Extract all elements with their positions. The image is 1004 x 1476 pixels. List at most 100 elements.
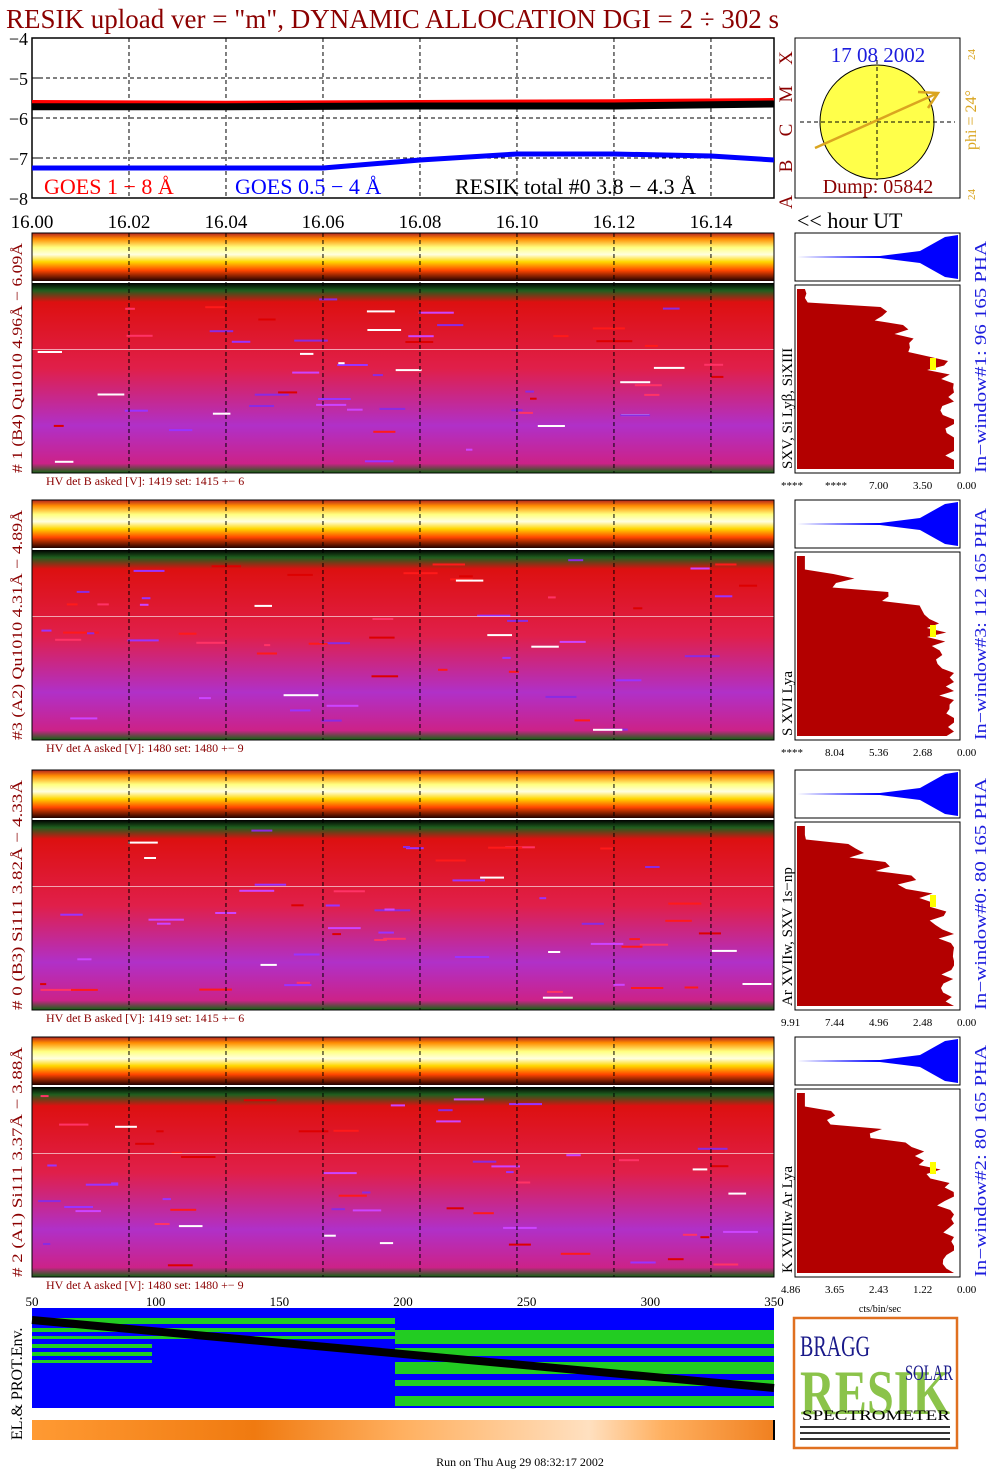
spectrum-pixel-streak <box>199 697 211 700</box>
spectrum-pixel-streak <box>328 927 361 930</box>
in-window-label: In−window#1: 96 165 PHA <box>971 240 990 473</box>
hist-tick-label: 4.86 <box>781 1284 801 1296</box>
spectrum-pixel-streak <box>542 996 573 999</box>
spectrum-pixel-streak <box>700 1236 710 1239</box>
spectrum-pixel-streak <box>251 829 273 832</box>
spectrum-pixel-streak <box>369 636 395 639</box>
sun-direction-arrow <box>814 91 939 150</box>
spectrum-pixel-streak <box>491 1165 520 1168</box>
spectrum-pixel-streak <box>60 913 83 916</box>
spectrum-pixel-streak <box>43 1243 51 1245</box>
spectrum-pixel-streak <box>168 429 193 432</box>
spectrum-pixel-streak <box>171 1151 182 1154</box>
spectrum-pixel-streak <box>64 1206 93 1208</box>
window-marker <box>930 625 936 637</box>
hist-tick-label: 3.50 <box>913 480 933 492</box>
environment-panel: 50 100 150 200 250 300 350 EL.& PROT.Env. <box>9 1294 784 1440</box>
goes-panel: −4 −5 −6 −7 −8 X M C B A GOES 1 − 8 Å GOES 0.5 −… <box>9 29 797 209</box>
spectrum-pixel-streak <box>77 958 92 961</box>
spectrum-pixel-streak <box>111 1182 119 1185</box>
spectrum-pixel-streak <box>316 403 347 406</box>
hist-tick-label: 0.00 <box>957 1017 977 1029</box>
spectrum-pixel-streak <box>508 1243 531 1246</box>
logo-fine-print-3 <box>800 1438 950 1440</box>
spectrum-pixel-streak <box>126 334 153 337</box>
env-tick-label: 150 <box>270 1294 290 1309</box>
spectrum-pixel-streak <box>592 327 625 330</box>
env-band <box>32 1318 395 1324</box>
spectrum-pixel-streak <box>621 945 643 948</box>
intensity-histogram <box>797 1093 954 1273</box>
legend-goes-short: GOES 0.5 − 4 Å <box>235 174 381 199</box>
spectrum-pixel-streak <box>37 351 62 353</box>
spectrum-pixel-streak <box>212 412 231 415</box>
detector-label: #3 (A2) Qu1010 4.31Å − 4.89Å <box>10 510 26 740</box>
hv-status: HV det B asked [V]: 1419 set: 1415 +− 6 <box>46 474 244 488</box>
time-tick-label: 16.12 <box>593 212 636 233</box>
spectrum-pixel-streak <box>55 638 82 641</box>
spectrum-pixel-streak <box>507 619 528 622</box>
spectrum-pixel-streak <box>630 1261 656 1264</box>
spectrum-pixel-streak <box>477 614 511 617</box>
sun-date: 17 08 2002 <box>831 43 926 67</box>
spectrum-pixel-streak <box>264 644 271 647</box>
window-marker <box>930 358 936 370</box>
env-ticks: 50 100 150 200 250 300 350 <box>26 1294 784 1309</box>
hv-status: HV det B asked [V]: 1419 set: 1415 +− 6 <box>46 1011 244 1025</box>
spectrum-pixel-streak <box>231 340 251 343</box>
spectrum-pixel-streak <box>629 938 640 941</box>
spectrum-pixel-streak <box>293 953 320 956</box>
goes-y-ticks: −4 −5 −6 −7 −8 <box>9 29 40 209</box>
goes-class-letter: A <box>776 195 797 209</box>
spectrum-pixel-streak <box>338 362 345 365</box>
spectrum-pixel-streak <box>665 919 692 922</box>
hist-tick-label: 7.44 <box>825 1017 845 1029</box>
spectrum-pixel-streak <box>162 1198 171 1201</box>
arrow-head <box>917 90 941 109</box>
spectrum-pixel-streak <box>41 629 52 632</box>
time-tick-label: 16.08 <box>399 212 442 233</box>
spectrum-pixel-streak <box>378 931 394 934</box>
goes-y-tick-label: −7 <box>9 149 28 169</box>
spectrum-pixel-streak <box>181 1156 216 1158</box>
spectrum-pixel-streak <box>714 595 733 598</box>
spectrum-pixel-streak <box>487 634 512 637</box>
spectrum-pixel-streak <box>739 584 758 587</box>
spectrum-pixel-streak <box>144 857 156 859</box>
spectrum-pixel-streak <box>296 981 310 984</box>
spectrum-pixel-streak <box>292 371 320 374</box>
spectrum-pixel-streak <box>125 307 135 310</box>
spectrum-pixel-streak <box>199 988 232 991</box>
logo-fine-print-2 <box>800 1432 950 1434</box>
spectrum-pixel-streak <box>645 866 660 868</box>
spectrum-pixel-streak <box>283 694 319 697</box>
spectrum-top-band <box>32 770 774 818</box>
spectrum-pixel-streak <box>124 409 148 412</box>
detector-label: # 0 (B3) Si111 3.82Å − 4.33Å <box>10 780 26 1010</box>
hist-tick-label: 0.00 <box>957 747 977 759</box>
env-band <box>395 1380 774 1386</box>
spectrum-pixel-streak <box>54 460 74 463</box>
spectrum-pixel-streak <box>40 983 47 986</box>
spectrum-pixel-streak <box>615 679 642 682</box>
spectrum-pixel-streak <box>319 298 338 301</box>
hist-tick-label: 2.48 <box>913 1017 933 1029</box>
window-marker <box>930 895 936 907</box>
spectrum-pixel-streak <box>308 642 328 645</box>
spectrum-pixel-streak <box>619 1159 639 1162</box>
spectrum-pixel-streak <box>508 670 519 673</box>
env-band <box>395 1396 774 1406</box>
hist-tick-label: 3.65 <box>825 1284 845 1296</box>
spectrum-pixel-streak <box>548 951 561 953</box>
detector-panel: HV det B asked [V]: 1419 set: 1415 +− 6 #… <box>10 232 990 492</box>
env-tick-label: 350 <box>764 1294 784 1309</box>
spectrum-pixel-streak <box>59 1123 89 1126</box>
spectrum-pixel-streak <box>600 847 615 850</box>
env-band <box>395 1348 774 1356</box>
spectrum-pixel-streak <box>372 374 383 377</box>
spectrum-pixel-streak <box>139 603 149 606</box>
spectrum-pixel-streak <box>438 668 448 671</box>
spectrum-pixel-streak <box>71 988 98 991</box>
spectrum-main-band <box>32 1087 774 1277</box>
spectrum-pixel-streak <box>560 1252 591 1255</box>
